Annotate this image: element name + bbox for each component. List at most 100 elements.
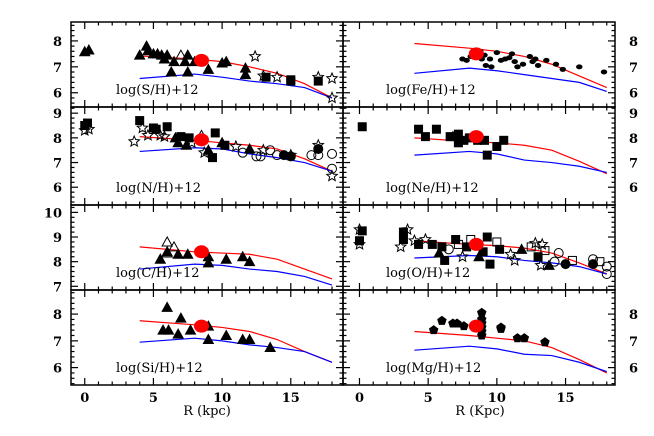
- data-point-star: [418, 232, 432, 245]
- data-point-triangle: [172, 328, 185, 339]
- data-point-pentagon: [519, 333, 530, 343]
- data-point-pentagon: [437, 315, 447, 325]
- data-point-square: [540, 246, 550, 256]
- data-point-dot: [463, 57, 470, 63]
- data-point-dot: [576, 64, 583, 70]
- data-point-square: [162, 122, 172, 132]
- data-point-square: [286, 75, 296, 85]
- data-point-square: [261, 72, 271, 82]
- data-point-star: [78, 123, 92, 136]
- x-tick-label: 15: [556, 391, 574, 406]
- data-point-triangle: [181, 65, 194, 77]
- data-point-square: [176, 132, 186, 142]
- data-point-square: [482, 232, 492, 242]
- data-point-dot: [526, 53, 534, 59]
- data-point-star: [135, 121, 149, 134]
- data-point-square: [313, 76, 323, 86]
- data-point-triangle: [165, 65, 178, 77]
- data-point-triangle: [236, 333, 249, 345]
- sun-marker: [468, 319, 484, 333]
- panel-label: log(Si/H)+12: [116, 361, 203, 376]
- data-point-star: [394, 240, 408, 253]
- data-point-square: [482, 150, 492, 160]
- data-point-triangle: [161, 301, 174, 312]
- data-point-dot: [532, 56, 539, 62]
- data-point-star: [127, 134, 141, 148]
- y-tick-label: 6: [53, 87, 62, 102]
- data-point-square: [414, 124, 424, 134]
- y-tick-label: 9: [629, 107, 638, 122]
- y-tick-label: 8: [629, 132, 638, 147]
- panels: 6 7 8 log(S/H)+12 6 7 8 log(Fe/H)+12 6 7 8 9 log(N/H…: [44, 21, 638, 406]
- data-point-triangle: [220, 253, 233, 264]
- panel-label: log(Mg/H)+12: [386, 361, 481, 376]
- y-tick-label: 10: [44, 206, 62, 221]
- y-tick-label: 8: [53, 256, 62, 271]
- data-point-square: [595, 257, 605, 267]
- panel-o: log(O/H)+12: [342, 204, 616, 291]
- data-point-triangle: [181, 49, 194, 60]
- x-tick-label: 5: [424, 391, 433, 406]
- data-point-square: [485, 259, 495, 269]
- data-point-dot: [514, 64, 521, 70]
- data-point-triangle: [447, 130, 459, 142]
- data-point-dot: [482, 63, 490, 69]
- data-point-star: [153, 128, 167, 141]
- y-tick-label: 9: [53, 107, 62, 122]
- data-point-star: [284, 148, 298, 161]
- data-point-triangle: [142, 44, 154, 56]
- x-tick-label: 10: [213, 391, 231, 406]
- data-point-triangle: [133, 49, 146, 60]
- data-point-star: [401, 222, 415, 236]
- model-line-red: [414, 137, 608, 175]
- y-tick-label: 7: [629, 157, 638, 172]
- data-point-square: [478, 247, 488, 257]
- panel-c: 7 8 9 10 log(C/H)+12: [44, 204, 344, 295]
- panel-label: log(Fe/H)+12: [386, 83, 476, 98]
- data-point-square: [420, 132, 430, 142]
- x-tick-label: 15: [282, 391, 300, 406]
- data-point-dot: [486, 56, 494, 62]
- sun-marker: [468, 130, 484, 144]
- y-tick-label: 6: [629, 362, 638, 377]
- x-tick-label: 0: [80, 391, 89, 406]
- sun-marker: [468, 237, 484, 251]
- data-point-pentagon: [459, 321, 469, 331]
- panel-n: 6 7 8 9 log(N/H)+12: [53, 106, 344, 206]
- data-point-circle: [327, 163, 338, 174]
- data-point-triangle: [154, 253, 167, 264]
- data-point-pentagon: [512, 333, 523, 343]
- data-point-square: [499, 135, 509, 145]
- data-point-star: [82, 122, 96, 135]
- y-tick-label: 8: [53, 35, 62, 50]
- data-point-pentagon: [428, 325, 439, 335]
- data-point-square: [357, 226, 367, 236]
- data-point-circle: [443, 244, 454, 255]
- data-point-triangle: [243, 333, 256, 345]
- x-axis-label-left: R (kpc): [183, 404, 231, 419]
- data-point-triangle: [202, 333, 215, 345]
- y-tick-label: 7: [629, 335, 638, 350]
- data-point-triangle: [202, 63, 215, 74]
- data-point-star: [325, 91, 339, 104]
- data-point-triangle: [543, 259, 555, 270]
- data-point-pentagon: [476, 307, 487, 317]
- data-point-star: [504, 247, 518, 260]
- data-point-triangle: [172, 248, 185, 259]
- data-point-pentagon: [496, 323, 506, 333]
- data-point-dot: [559, 66, 566, 72]
- model-line-blue: [414, 254, 607, 275]
- y-tick-label: 6: [53, 362, 62, 377]
- y-tick-label: 7: [53, 61, 62, 76]
- data-point-square: [210, 128, 220, 138]
- data-point-star: [456, 249, 469, 263]
- y-tick-label: 6: [629, 181, 638, 196]
- data-point-triangle: [83, 43, 95, 55]
- data-point-dot: [519, 61, 527, 67]
- data-point-dot: [552, 61, 560, 67]
- y-tick-label: 7: [53, 280, 62, 295]
- panel-ne: 6 7 8 9 log(Ne/H)+12: [342, 106, 638, 206]
- x-tick-label: 0: [355, 391, 364, 406]
- data-point-square: [451, 234, 461, 244]
